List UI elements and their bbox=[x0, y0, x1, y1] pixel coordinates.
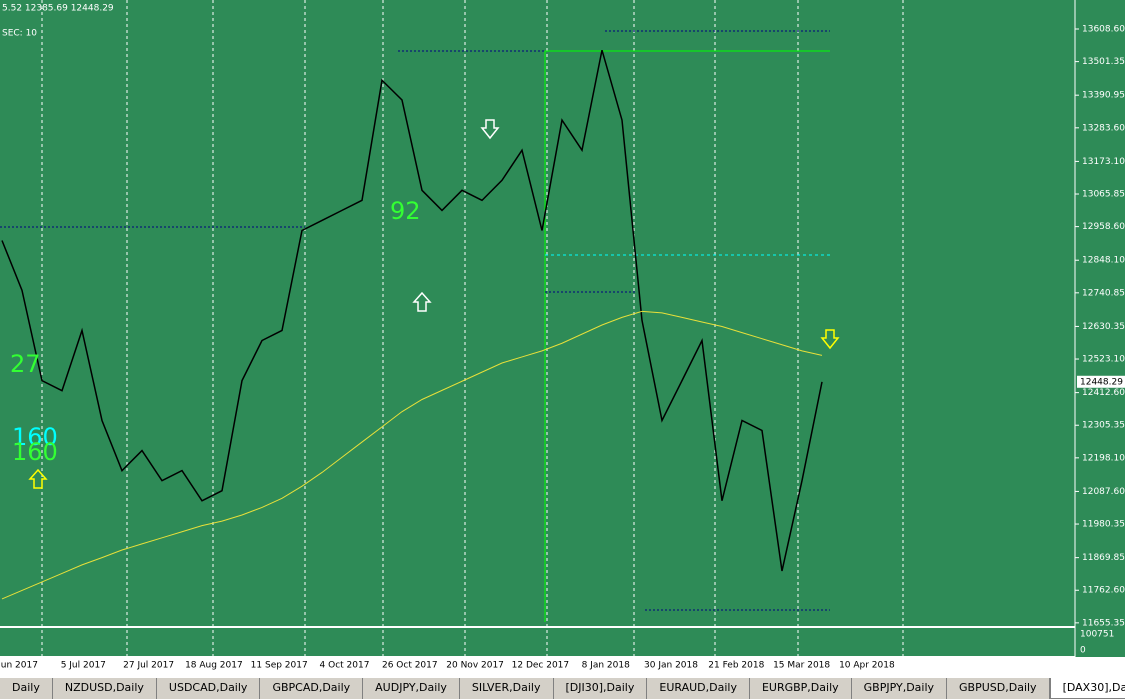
y-tick-label: 13608.60 bbox=[1082, 25, 1125, 35]
x-tick-label: 11 Sep 2017 bbox=[251, 661, 308, 671]
current-price-box bbox=[1077, 375, 1125, 388]
x-tick-label: 26 Oct 2017 bbox=[382, 661, 438, 671]
x-tick-label: 30 Jan 2018 bbox=[644, 661, 698, 671]
x-tick-label: 21 Feb 2018 bbox=[708, 661, 764, 671]
y-tick-label: 13501.35 bbox=[1082, 57, 1125, 67]
series-line bbox=[1, 49, 823, 572]
tab[interactable]: [DAX30],Daily bbox=[1049, 678, 1125, 699]
annotation: 160 bbox=[12, 423, 58, 451]
x-tick-label: 18 Aug 2017 bbox=[185, 661, 243, 671]
x-tick-label: 10 Apr 2018 bbox=[839, 661, 895, 671]
annotation: 160 bbox=[12, 438, 58, 466]
price-pane bbox=[0, 0, 1075, 626]
y-tick-label: 12740.85 bbox=[1082, 288, 1125, 298]
tab[interactable]: GBPJPY,Daily bbox=[852, 678, 948, 699]
x-tick-label: 5 Jul 2017 bbox=[61, 661, 106, 671]
y-tick-label: 11980.35 bbox=[1082, 520, 1125, 530]
volume-label: 0 bbox=[1080, 646, 1086, 656]
header-sec: SEC: 10 bbox=[2, 29, 37, 39]
period-separators bbox=[41, 0, 904, 656]
y-tick-label: 12087.60 bbox=[1082, 487, 1125, 497]
series-line bbox=[1, 310, 823, 600]
tab[interactable]: USDCAD,Daily bbox=[157, 678, 261, 699]
tab[interactable]: NZDUSD,Daily bbox=[53, 678, 157, 699]
y-tick-label: 13283.60 bbox=[1082, 123, 1125, 133]
x-tick-label: 15 Mar 2018 bbox=[773, 661, 830, 671]
level-lines bbox=[0, 30, 830, 622]
y-tick-label: 13065.85 bbox=[1082, 190, 1125, 200]
chart: 5.52 12385.69 12448.29 SEC: 10 13608.60 1… bbox=[0, 0, 1125, 674]
signal-arrows bbox=[28, 119, 840, 489]
tab[interactable]: EURGBP,Daily bbox=[750, 678, 852, 699]
tab[interactable]: GBPUSD,Daily bbox=[947, 678, 1050, 699]
y-tick-label: 11869.85 bbox=[1082, 553, 1125, 563]
price-axis bbox=[1075, 0, 1125, 657]
tab[interactable]: Daily bbox=[0, 678, 53, 699]
tab[interactable]: EURAUD,Daily bbox=[647, 678, 750, 699]
y-tick-label: 12305.35 bbox=[1082, 421, 1125, 431]
tab[interactable]: AUDJPY,Daily bbox=[363, 678, 460, 699]
y-tick-label: 11762.60 bbox=[1082, 586, 1125, 596]
annotation: 92 bbox=[390, 197, 421, 225]
tab[interactable]: GBPCAD,Daily bbox=[260, 678, 364, 699]
y-tick-label: 11655.35 bbox=[1082, 618, 1125, 628]
volume-label: 100751 bbox=[1080, 630, 1114, 640]
current-price-label: 12448.29 bbox=[1080, 377, 1123, 387]
y-tick-label: 13173.10 bbox=[1082, 157, 1125, 167]
x-tick-label: 20 Nov 2017 bbox=[446, 661, 504, 671]
y-tick-label: 12412.60 bbox=[1082, 388, 1125, 398]
header-info: 5.52 12385.69 12448.29 bbox=[2, 4, 114, 14]
volume-pane bbox=[0, 628, 1075, 656]
y-tick-label: 12630.35 bbox=[1082, 322, 1125, 332]
y-tick-label: 13390.95 bbox=[1082, 91, 1125, 101]
x-tick-label: 12 Dec 2017 bbox=[512, 661, 570, 671]
tab[interactable]: [DJI30],Daily bbox=[554, 678, 648, 699]
x-tick-label: 8 Jan 2018 bbox=[582, 661, 630, 671]
y-tick-label: 12958.60 bbox=[1082, 222, 1125, 232]
x-tick-label: 27 Jul 2017 bbox=[123, 661, 174, 671]
y-tick-label: 12198.10 bbox=[1082, 453, 1125, 463]
tab[interactable]: SILVER,Daily bbox=[460, 678, 554, 699]
tab-bar: Daily NZDUSD,Daily USDCAD,Daily GBPCAD,Dail… bbox=[0, 678, 1125, 699]
x-tick-label: Jun 2017 bbox=[0, 661, 38, 671]
y-tick-label: 12523.10 bbox=[1082, 355, 1125, 365]
x-tick-label: 4 Oct 2017 bbox=[320, 661, 370, 671]
annotation: 27 bbox=[10, 350, 41, 378]
y-tick-label: 12848.10 bbox=[1082, 256, 1125, 266]
date-axis bbox=[0, 657, 1075, 674]
